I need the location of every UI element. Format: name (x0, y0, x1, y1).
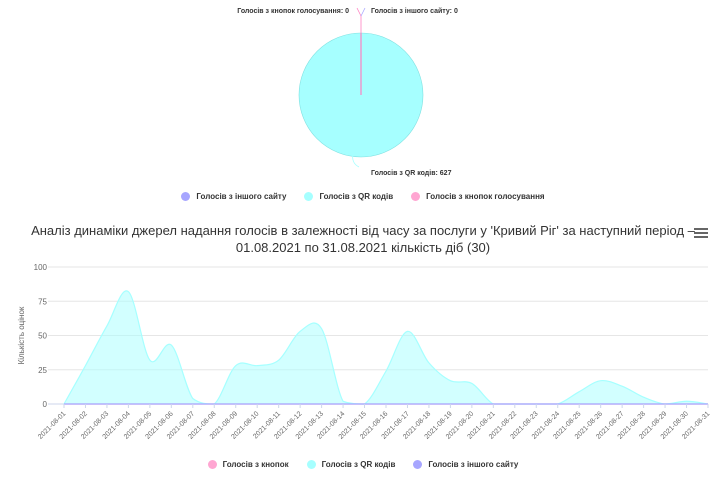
x-tick-label: 2021-08-12 (273, 410, 303, 440)
area-legend-item-buttons[interactable]: Голосів з кнопок (207, 460, 289, 469)
pie-legend-label: Голосів з QR кодів (319, 192, 394, 201)
y-tick-label: 0 (43, 400, 48, 409)
legend-marker-icon (413, 460, 423, 469)
area-legend-label: Голосів з QR кодів (321, 460, 396, 469)
x-tick-label: 2021-08-13 (295, 410, 325, 440)
chart-title: Аналіз динаміки джерел надання голосів в… (31, 223, 695, 255)
y-axis-label: Кількість оцінок (17, 306, 26, 364)
menu-icon[interactable] (694, 226, 708, 240)
pie-data-label: Голосів з кнопок голосування: 0 (237, 7, 349, 15)
area-legend-label: Голосів з кнопок (222, 460, 289, 469)
series-line[interactable] (63, 290, 709, 405)
y-tick-label: 50 (38, 332, 47, 341)
x-tick-label: 2021-08-03 (80, 410, 110, 440)
area-legend: Голосів з кнопок Голосів з QR кодів Голо… (0, 460, 726, 469)
x-tick-label: 2021-08-31 (681, 410, 711, 440)
legend-marker-icon (304, 192, 314, 201)
y-tick-label: 75 (38, 297, 47, 306)
pie-legend-label: Голосів з кнопок голосування (426, 192, 545, 201)
x-tick-label: 2021-08-16 (359, 410, 389, 440)
x-tick-label: 2021-08-15 (338, 410, 368, 440)
pie-legend-item-other-site[interactable]: Голосів з іншого сайту (181, 192, 286, 201)
x-tick-label: 2021-08-27 (595, 410, 625, 440)
x-tick-label: 2021-08-05 (123, 410, 153, 440)
x-tick-label: 2021-08-20 (445, 410, 475, 440)
x-tick-label: 2021-08-14 (316, 410, 346, 440)
legend-marker-icon (411, 192, 421, 201)
pie-legend: Голосів з іншого сайту Голосів з QR коді… (0, 192, 726, 201)
pie-legend-label: Голосів з іншого сайту (196, 192, 287, 201)
y-tick-label: 100 (34, 263, 48, 272)
x-tick-label: 2021-08-26 (574, 410, 604, 440)
x-tick-label: 2021-08-28 (617, 410, 647, 440)
legend-marker-icon (306, 460, 316, 469)
pie-legend-item-qr[interactable]: Голосів з QR кодів (304, 192, 393, 201)
x-tick-label: 2021-08-29 (638, 410, 668, 440)
x-tick-label: 2021-08-10 (230, 410, 260, 440)
legend-marker-icon (207, 460, 217, 469)
x-tick-label: 2021-08-11 (252, 410, 282, 440)
x-tick-label: 2021-08-25 (552, 410, 582, 440)
x-tick-label: 2021-08-18 (402, 410, 432, 440)
x-tick-label: 2021-08-30 (660, 410, 690, 440)
connector-line (352, 152, 360, 168)
y-tick-label: 25 (38, 366, 47, 375)
legend-marker-icon (181, 192, 191, 201)
area-legend-item-qr[interactable]: Голосів з QR кодів (306, 460, 396, 469)
pie-chart: Голосів з кнопок голосування: 0 Голосів з… (237, 7, 458, 177)
x-tick-label: 2021-08-08 (187, 410, 217, 440)
pie-data-label: Голосів з QR кодів: 627 (371, 169, 452, 177)
x-tick-label: 2021-08-22 (488, 410, 518, 440)
connector-line (356, 7, 362, 17)
x-tick-label: 2021-08-06 (144, 410, 174, 440)
x-tick-label: 2021-08-09 (209, 410, 239, 440)
x-tick-label: 2021-08-24 (531, 410, 561, 440)
x-tick-label: 2021-08-07 (166, 410, 196, 440)
series-area (64, 290, 708, 404)
x-tick-label: 2021-08-17 (381, 410, 411, 440)
pie-data-label: Голосів з іншого сайту: 0 (371, 7, 458, 15)
area-legend-label: Голосів з іншого сайту (428, 460, 519, 469)
x-tick-label: 2021-08-23 (509, 410, 539, 440)
connector-line (360, 7, 366, 17)
pie-legend-item-buttons[interactable]: Голосів з кнопок голосування (411, 192, 545, 201)
area-legend-item-other-site[interactable]: Голосів з іншого сайту (413, 460, 518, 469)
x-tick-label: 2021-08-21 (466, 410, 496, 440)
x-tick-label: 2021-08-01 (37, 410, 67, 440)
x-tick-label: 2021-08-02 (59, 410, 89, 440)
x-tick-label: 2021-08-04 (102, 410, 132, 440)
x-tick-label: 2021-08-19 (424, 410, 454, 440)
